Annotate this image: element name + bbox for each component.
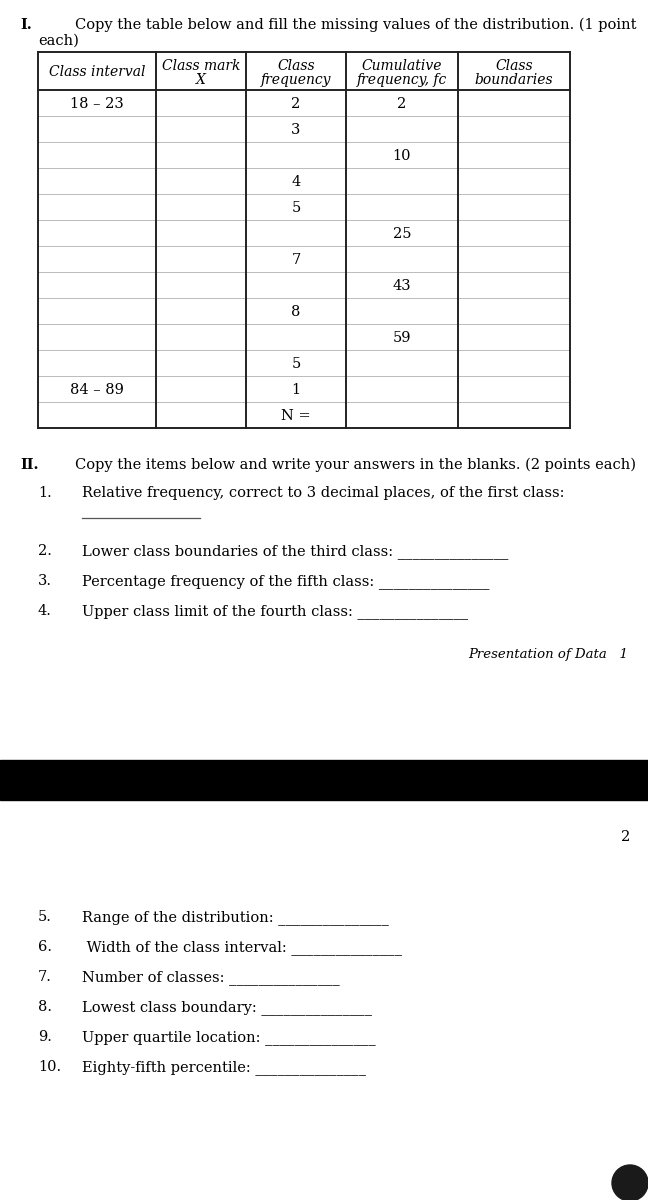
Text: II.: II. — [20, 458, 38, 472]
Text: Upper class limit of the fourth class: _______________: Upper class limit of the fourth class: _… — [82, 604, 468, 619]
Text: 4.: 4. — [38, 604, 52, 618]
Text: 3: 3 — [292, 122, 301, 137]
Text: frequency, fc: frequency, fc — [357, 73, 447, 86]
Text: Lowest class boundary: _______________: Lowest class boundary: _______________ — [82, 1000, 372, 1015]
Text: Cumulative: Cumulative — [362, 59, 442, 73]
Text: 5.: 5. — [38, 910, 52, 924]
Text: X: X — [196, 73, 206, 86]
Text: boundaries: boundaries — [475, 73, 553, 86]
Text: 2: 2 — [397, 97, 407, 110]
Text: Class: Class — [277, 59, 315, 73]
Text: 2: 2 — [292, 97, 301, 110]
Text: 1.: 1. — [38, 486, 52, 500]
Text: 43: 43 — [393, 278, 411, 293]
Text: 6.: 6. — [38, 940, 52, 954]
Text: N =: N = — [281, 409, 311, 422]
Text: Upper quartile location: _______________: Upper quartile location: _______________ — [82, 1030, 376, 1045]
Text: frequency: frequency — [260, 73, 331, 86]
Text: Copy the table below and fill the missing values of the distribution. (1 point: Copy the table below and fill the missin… — [75, 18, 636, 32]
Text: Class interval: Class interval — [49, 65, 145, 79]
Text: 10: 10 — [393, 149, 411, 163]
Text: each): each) — [38, 34, 79, 48]
Text: 25: 25 — [393, 227, 411, 241]
Text: Lower class boundaries of the third class: _______________: Lower class boundaries of the third clas… — [82, 544, 509, 559]
Text: 18 – 23: 18 – 23 — [70, 97, 124, 110]
Text: Percentage frequency of the fifth class: _______________: Percentage frequency of the fifth class:… — [82, 574, 489, 589]
Bar — [0, 760, 648, 800]
Text: Class: Class — [495, 59, 533, 73]
Text: 2: 2 — [621, 830, 630, 844]
Text: 10.: 10. — [38, 1060, 61, 1074]
Text: Width of the class interval: _______________: Width of the class interval: ___________… — [82, 940, 402, 955]
Text: 1: 1 — [292, 383, 301, 397]
Text: 4: 4 — [292, 175, 301, 188]
Text: Copy the items below and write your answers in the blanks. (2 points each): Copy the items below and write your answ… — [75, 458, 636, 473]
Text: Range of the distribution: _______________: Range of the distribution: _____________… — [82, 910, 389, 925]
Text: 8.: 8. — [38, 1000, 52, 1014]
Text: 3.: 3. — [38, 574, 52, 588]
Circle shape — [612, 1165, 648, 1200]
Text: 9.: 9. — [38, 1030, 52, 1044]
Text: Eighty-fifth percentile: _______________: Eighty-fifth percentile: _______________ — [82, 1060, 366, 1075]
Text: 59: 59 — [393, 331, 411, 346]
Text: 5: 5 — [292, 358, 301, 371]
Text: 8: 8 — [292, 305, 301, 319]
Text: 7: 7 — [292, 253, 301, 266]
Text: Presentation of Data   1: Presentation of Data 1 — [468, 648, 628, 661]
Text: Class mark: Class mark — [162, 59, 240, 73]
Text: 84 – 89: 84 – 89 — [70, 383, 124, 397]
Text: Relative frequency, correct to 3 decimal places, of the first class:: Relative frequency, correct to 3 decimal… — [82, 486, 564, 500]
Text: 2.: 2. — [38, 544, 52, 558]
Text: 7.: 7. — [38, 970, 52, 984]
Text: I.: I. — [20, 18, 32, 32]
Text: 5: 5 — [292, 200, 301, 215]
Text: Number of classes: _______________: Number of classes: _______________ — [82, 970, 340, 985]
